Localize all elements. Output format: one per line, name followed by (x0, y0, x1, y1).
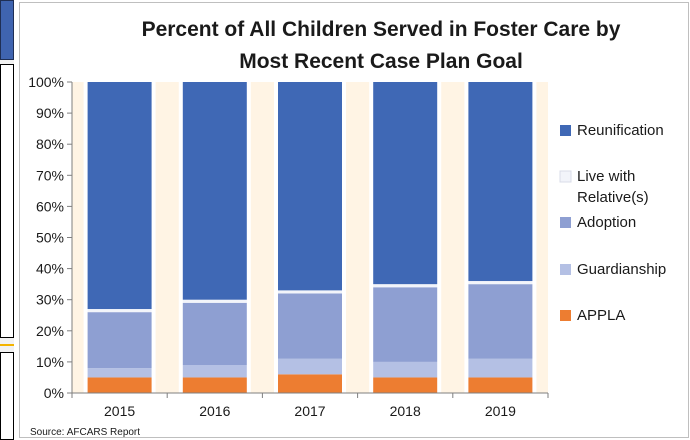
y-tick-label: 90% (36, 105, 64, 121)
y-tick-label: 100% (28, 74, 64, 90)
legend-swatch-guardianship (560, 264, 571, 275)
bar-segment-appla-2017 (278, 374, 342, 393)
background-stripe (72, 82, 84, 393)
x-tick-label: 2017 (294, 403, 325, 419)
chart-title-line-1: Percent of All Children Served in Foster… (142, 18, 621, 41)
bar-segment-appla-2015 (87, 377, 152, 393)
x-tick-label: 2015 (104, 403, 135, 419)
adjacent-panel-header (0, 0, 14, 60)
y-tick-label: 20% (36, 323, 64, 339)
legend-label-adoption: Adoption (577, 214, 636, 231)
legend-label-guardianship: Guardianship (577, 261, 666, 278)
legend-swatch-adoption (560, 217, 571, 228)
background-stripe (155, 82, 179, 393)
bar-segment-adoption-2019 (468, 284, 533, 359)
bar-segment-reunification-2017 (278, 82, 342, 291)
background-stripe (441, 82, 465, 393)
legend-swatch-reunification (560, 125, 571, 136)
legend-label-live-with-relative-s: Live with Relative(s) (577, 168, 649, 206)
y-tick-label: 10% (36, 354, 64, 370)
bar-segment-guardianship-2015 (87, 368, 152, 378)
bar-segment-guardianship-2017 (278, 358, 342, 375)
bar-segment-reunification-2018 (373, 82, 438, 285)
bar-segment-reunification-2015 (87, 82, 152, 310)
bar-segment-adoption-2017 (278, 293, 342, 359)
x-tick-label: 2019 (485, 403, 516, 419)
x-tick-label: 2018 (390, 403, 421, 419)
legend-swatch-live-with-relative-s (559, 170, 572, 183)
y-tick-label: 0% (44, 385, 64, 401)
y-tick-label: 70% (36, 167, 64, 183)
legend-label-appla: APPLA (577, 307, 625, 324)
adjacent-panel-divider (0, 344, 14, 346)
bar-segment-guardianship-2019 (468, 358, 533, 378)
bar-segment-reunification-2016 (182, 82, 247, 300)
background-stripe (536, 82, 548, 393)
bar-segment-guardianship-2018 (373, 361, 438, 378)
bar-segment-reunification-2019 (468, 82, 533, 282)
background-stripe (250, 82, 274, 393)
y-tick-label: 40% (36, 261, 64, 277)
bar-segment-appla-2018 (373, 377, 438, 393)
y-tick-label: 50% (36, 230, 64, 246)
chart-title-line-2: Most Recent Case Plan Goal (239, 50, 523, 73)
bar-segment-appla-2019 (468, 377, 533, 393)
source-note: Source: AFCARS Report (30, 427, 140, 438)
background-stripe (346, 82, 370, 393)
legend-swatch-appla (560, 310, 571, 321)
y-tick-label: 80% (36, 136, 64, 152)
bar-segment-live-with-relative-s--2017 (278, 290, 342, 294)
legend-label-reunification: Reunification (577, 122, 664, 139)
y-tick-label: 60% (36, 198, 64, 214)
bar-segment-live-with-relative-s--2018 (373, 284, 438, 288)
y-tick-label: 30% (36, 292, 64, 308)
adjacent-panel-strip (0, 0, 14, 440)
bar-segment-adoption-2016 (182, 302, 247, 366)
bar-segment-adoption-2018 (373, 287, 438, 362)
bar-segment-appla-2016 (182, 377, 247, 393)
adjacent-panel-body (0, 64, 14, 338)
x-tick-label: 2016 (199, 403, 230, 419)
bar-segment-live-with-relative-s--2019 (468, 281, 533, 285)
bar-segment-guardianship-2016 (182, 365, 247, 378)
bar-segment-live-with-relative-s--2016 (182, 299, 247, 303)
bar-segment-adoption-2015 (87, 312, 152, 369)
bar-segment-live-with-relative-s--2015 (87, 309, 152, 313)
